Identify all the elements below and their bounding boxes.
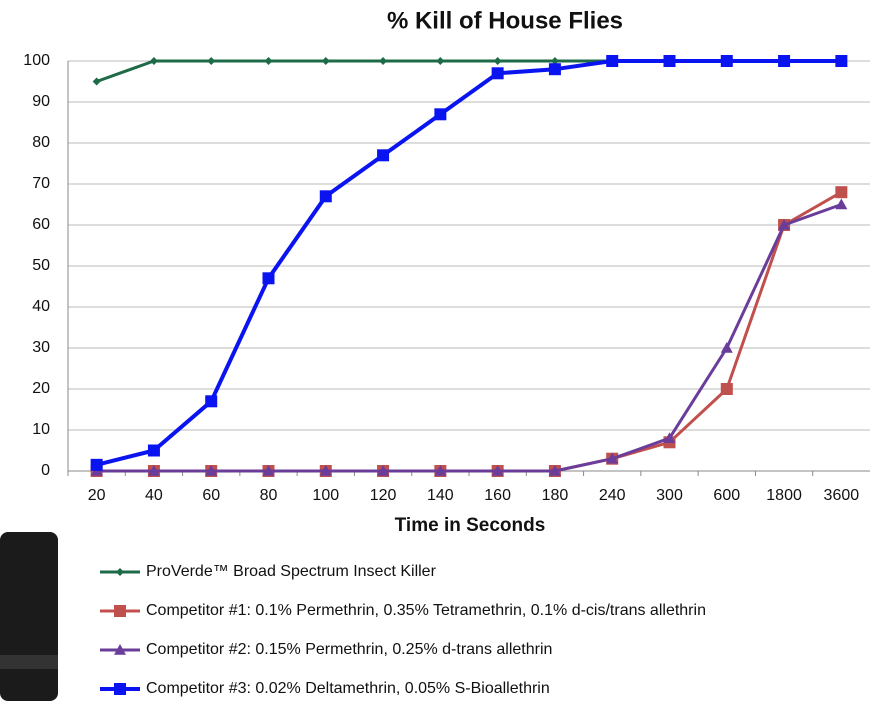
y-tick-label: 50 bbox=[32, 257, 50, 274]
chart-title: % Kill of House Flies bbox=[387, 7, 623, 34]
x-tick-label: 20 bbox=[88, 487, 106, 504]
x-tick-label: 180 bbox=[542, 487, 569, 504]
marker bbox=[379, 57, 388, 65]
y-tick-label: 10 bbox=[32, 421, 50, 438]
y-tick-label: 20 bbox=[32, 380, 50, 397]
marker bbox=[262, 272, 275, 285]
marker bbox=[114, 605, 126, 617]
y-tick-label: 90 bbox=[32, 93, 50, 110]
marker bbox=[493, 57, 502, 65]
marker bbox=[264, 57, 273, 65]
marker bbox=[147, 465, 160, 476]
marker bbox=[207, 57, 216, 65]
y-tick-label: 40 bbox=[32, 298, 50, 315]
x-tick-label: 240 bbox=[599, 487, 626, 504]
y-tick-label: 80 bbox=[32, 134, 50, 151]
marker bbox=[720, 342, 733, 353]
marker bbox=[548, 63, 561, 76]
marker bbox=[149, 57, 158, 65]
marker bbox=[663, 432, 676, 443]
marker bbox=[606, 55, 619, 67]
marker bbox=[550, 57, 559, 65]
marker bbox=[720, 383, 733, 395]
x-tick-label: 80 bbox=[260, 487, 278, 504]
y-tick-label: 70 bbox=[32, 175, 50, 192]
marker bbox=[548, 465, 561, 476]
marker bbox=[90, 458, 103, 471]
marker bbox=[778, 219, 791, 230]
marker bbox=[835, 186, 848, 199]
product-band bbox=[0, 655, 58, 669]
marker bbox=[377, 149, 390, 162]
marker bbox=[835, 198, 848, 210]
y-tick-label: 0 bbox=[41, 462, 50, 479]
x-tick-label: 100 bbox=[312, 487, 339, 504]
marker bbox=[205, 465, 218, 476]
series-line bbox=[96, 190, 843, 473]
x-tick-label: 40 bbox=[145, 487, 163, 504]
marker bbox=[319, 465, 332, 476]
marker bbox=[835, 55, 848, 67]
x-tick-label: 3600 bbox=[824, 487, 860, 504]
marker bbox=[205, 395, 218, 408]
marker bbox=[114, 683, 126, 695]
marker bbox=[114, 644, 126, 655]
product-can bbox=[0, 532, 58, 701]
series-line bbox=[96, 59, 842, 467]
y-tick-label: 30 bbox=[32, 339, 50, 356]
marker bbox=[377, 465, 390, 476]
marker bbox=[663, 55, 676, 67]
series bbox=[90, 55, 848, 471]
marker bbox=[436, 57, 445, 65]
legend-label: Competitor #2: 0.15% Permethrin, 0.25% d… bbox=[146, 641, 552, 658]
x-tick-label: 600 bbox=[713, 487, 740, 504]
y-tick-label: 100 bbox=[23, 52, 50, 69]
marker bbox=[319, 190, 332, 203]
series-line bbox=[96, 203, 842, 473]
x-tick-label: 120 bbox=[370, 487, 397, 504]
marker bbox=[778, 55, 791, 67]
marker bbox=[434, 108, 447, 121]
marker bbox=[434, 465, 447, 476]
marker bbox=[606, 452, 619, 464]
marker bbox=[720, 55, 733, 67]
x-axis-label: Time in Seconds bbox=[395, 515, 546, 536]
x-tick-label: 60 bbox=[202, 487, 220, 504]
x-tick-label: 160 bbox=[484, 487, 511, 504]
legend-label: ProVerde™ Broad Spectrum Insect Killer bbox=[146, 563, 437, 580]
x-tick-label: 140 bbox=[427, 487, 454, 504]
product-image bbox=[0, 532, 58, 701]
marker bbox=[92, 77, 101, 86]
marker bbox=[147, 444, 160, 457]
legend-label: Competitor #1: 0.1% Permethrin, 0.35% Te… bbox=[146, 602, 706, 619]
x-tick-label: 300 bbox=[656, 487, 683, 504]
marker bbox=[116, 568, 124, 576]
legend-label: Competitor #3: 0.02% Deltamethrin, 0.05%… bbox=[146, 680, 550, 697]
marker bbox=[491, 67, 504, 80]
x-tick-label: 1800 bbox=[766, 487, 802, 504]
y-tick-label: 60 bbox=[32, 216, 50, 233]
marker bbox=[321, 57, 330, 65]
marker bbox=[491, 465, 504, 476]
series bbox=[90, 198, 848, 476]
marker bbox=[262, 465, 275, 476]
